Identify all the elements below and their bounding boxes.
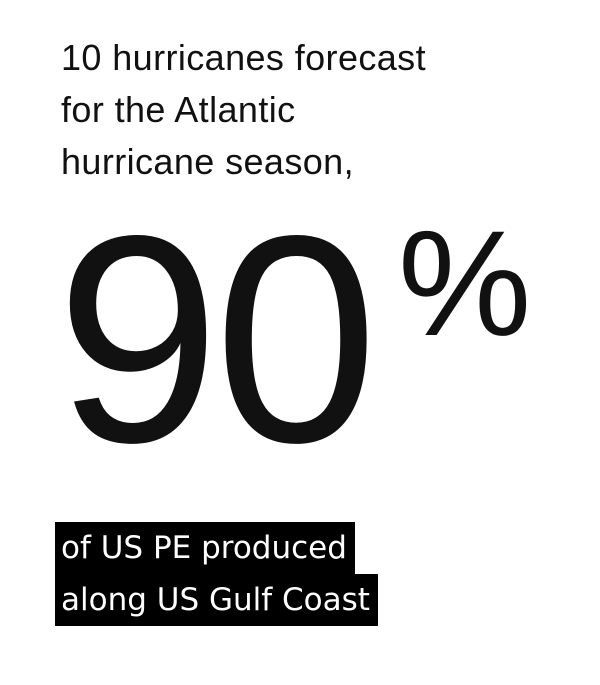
headline-line-3: hurricane season, [61, 141, 354, 182]
headline-line-1: 10 hurricanes forecast [61, 37, 426, 78]
headline: 10 hurricanes forecast for the Atlantic … [61, 32, 581, 188]
headline-line-2: for the Atlantic [61, 89, 296, 130]
caption-line-1: of US PE produced [55, 522, 355, 574]
caption: of US PE produced along US Gulf Coast [55, 522, 378, 626]
caption-line-2: along US Gulf Coast [55, 574, 378, 626]
stat-value: 90 [56, 174, 378, 504]
stat-unit: % [398, 199, 532, 367]
